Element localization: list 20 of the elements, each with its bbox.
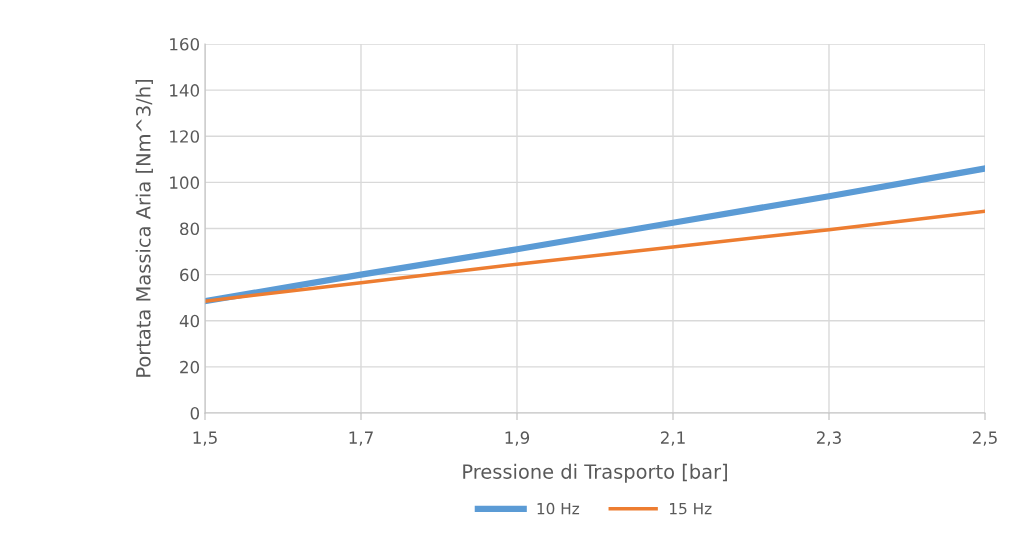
x-tick-label: 1,7 <box>349 431 373 446</box>
x-tick-label: 1,5 <box>193 431 217 446</box>
y-tick-label: 160 <box>170 37 200 51</box>
legend-label: 15 Hz <box>670 503 712 515</box>
x-tick-label: 2,3 <box>816 431 841 446</box>
y-tick-label: 80 <box>180 222 200 236</box>
x-tick-label: 1,9 <box>505 431 530 446</box>
y-tick-label: 20 <box>180 360 200 374</box>
y-tick-label: 120 <box>170 130 200 143</box>
legend-label: 10 Hz <box>537 502 580 515</box>
line-series <box>205 209 985 303</box>
y-axis-title: Portata Massica Aria [Nm^3/h] <box>135 80 153 377</box>
y-tick-label: 60 <box>180 268 200 282</box>
y-tick-label: 0 <box>190 406 200 420</box>
y-tick-label: 140 <box>170 84 200 97</box>
y-tick-label: 100 <box>170 176 200 189</box>
x-tick-label: 2,1 <box>660 431 685 446</box>
y-tick-label: 40 <box>179 314 200 328</box>
x-tick-label: 2,5 <box>972 431 997 446</box>
x-axis-title: Pressione di Trasporto [bar] <box>463 463 727 483</box>
